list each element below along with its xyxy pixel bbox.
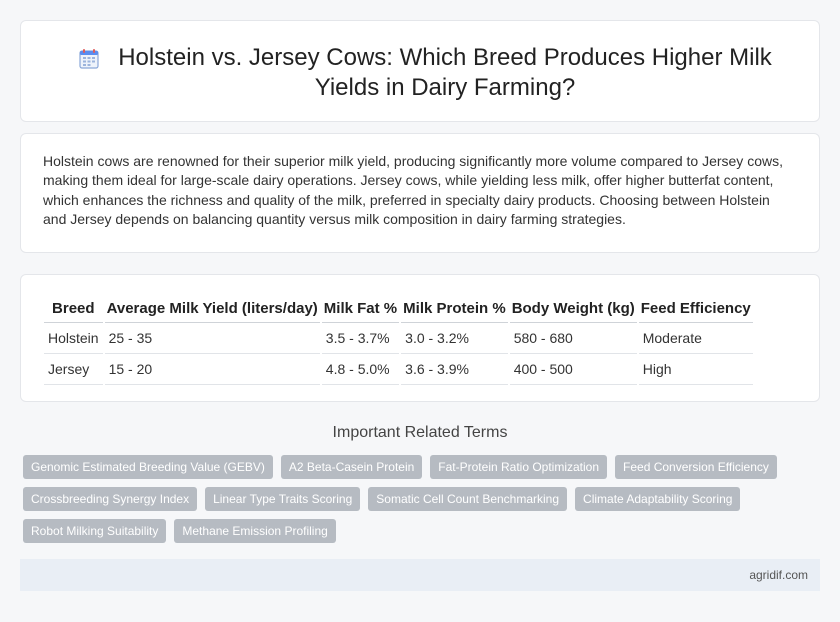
table-cell: 15 - 20: [104, 354, 320, 385]
column-header: Feed Efficiency: [638, 294, 753, 323]
comparison-table: Breed Average Milk Yield (liters/day) Mi…: [42, 294, 755, 385]
column-header: Milk Protein %: [401, 294, 508, 323]
table-cell: Holstein: [44, 323, 103, 354]
related-term-tag[interactable]: Methane Emission Profiling: [174, 519, 336, 543]
related-term-tag[interactable]: A2 Beta-Casein Protein: [280, 455, 423, 479]
column-header: Average Milk Yield (liters/day): [104, 294, 320, 323]
page-title: Holstein vs. Jersey Cows: Which Breed Pr…: [118, 44, 772, 101]
footer-site-link[interactable]: agridif.com: [749, 568, 808, 582]
table-cell: 4.8 - 5.0%: [321, 354, 400, 385]
table-cell: High: [638, 354, 753, 385]
column-header: Body Weight (kg): [509, 294, 637, 323]
related-term-tag[interactable]: Robot Milking Suitability: [23, 519, 167, 543]
table-header-row: Breed Average Milk Yield (liters/day) Mi…: [44, 294, 753, 323]
related-term-tag[interactable]: Feed Conversion Efficiency: [615, 455, 777, 479]
related-term-tag[interactable]: Somatic Cell Count Benchmarking: [368, 487, 568, 511]
comparison-table-card: Breed Average Milk Yield (liters/day) Mi…: [20, 274, 820, 402]
table-cell: Moderate: [638, 323, 753, 354]
title-card: Holstein vs. Jersey Cows: Which Breed Pr…: [20, 20, 820, 122]
table-cell: 3.0 - 3.2%: [401, 323, 508, 354]
related-term-tag[interactable]: Crossbreeding Synergy Index: [23, 487, 198, 511]
table-cell: 3.5 - 3.7%: [321, 323, 400, 354]
footer: agridif.com: [20, 559, 820, 591]
related-term-tag[interactable]: Genomic Estimated Breeding Value (GEBV): [23, 455, 273, 479]
intro-paragraph: Holstein cows are renowned for their sup…: [43, 153, 783, 228]
intro-card: Holstein cows are renowned for their sup…: [20, 133, 820, 253]
column-header: Breed: [44, 294, 103, 323]
related-term-tag[interactable]: Fat-Protein Ratio Optimization: [430, 455, 608, 479]
related-terms-heading: Important Related Terms: [332, 424, 508, 441]
table-row: Holstein 25 - 35 3.5 - 3.7% 3.0 - 3.2% 5…: [44, 323, 753, 354]
table-cell: 3.6 - 3.9%: [401, 354, 508, 385]
table-row: Jersey 15 - 20 4.8 - 5.0% 3.6 - 3.9% 400…: [44, 354, 753, 385]
related-terms-list: Genomic Estimated Breeding Value (GEBV) …: [23, 455, 783, 543]
related-term-tag[interactable]: Climate Adaptability Scoring: [575, 487, 741, 511]
table-cell: 25 - 35: [104, 323, 320, 354]
table-cell: 400 - 500: [509, 354, 637, 385]
table-cell: 580 - 680: [509, 323, 637, 354]
table-cell: Jersey: [44, 354, 103, 385]
related-term-tag[interactable]: Linear Type Traits Scoring: [205, 487, 361, 511]
calendar-icon: [79, 49, 99, 69]
column-header: Milk Fat %: [321, 294, 400, 323]
